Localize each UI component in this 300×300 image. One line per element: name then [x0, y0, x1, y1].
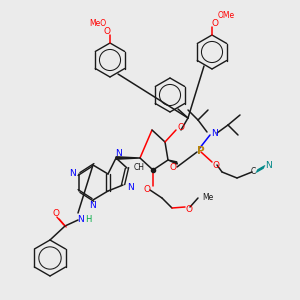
Text: N: N: [69, 169, 75, 178]
Text: CH: CH: [134, 164, 145, 172]
Text: O: O: [143, 184, 151, 194]
Text: N: N: [127, 182, 134, 191]
Text: O: O: [178, 124, 184, 133]
Text: N: N: [90, 202, 96, 211]
Text: P: P: [197, 146, 205, 156]
Text: N: N: [115, 148, 122, 158]
Text: O: O: [103, 26, 110, 35]
Polygon shape: [168, 160, 177, 164]
Text: C: C: [250, 167, 256, 176]
Text: O: O: [212, 160, 220, 169]
Text: H: H: [85, 214, 91, 224]
Text: N: N: [76, 214, 83, 224]
Text: N: N: [266, 161, 272, 170]
Text: N: N: [212, 128, 218, 137]
Text: O: O: [52, 209, 59, 218]
Polygon shape: [116, 157, 140, 159]
Text: MeO: MeO: [89, 19, 106, 28]
Text: OMe: OMe: [218, 11, 235, 20]
Text: O: O: [169, 164, 176, 172]
Text: Me: Me: [202, 194, 214, 202]
Text: O: O: [185, 205, 193, 214]
Text: O: O: [212, 19, 218, 28]
